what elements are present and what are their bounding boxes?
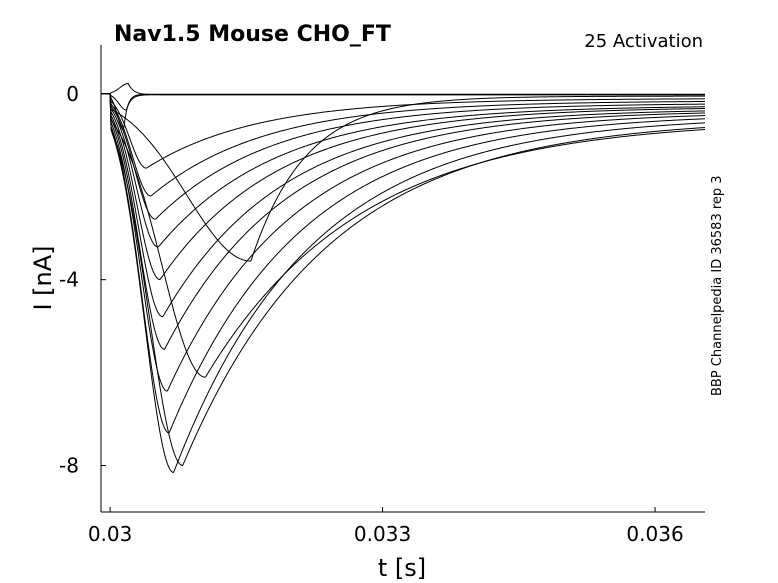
x-tick-group: 0.03 0.033 0.036 — [88, 507, 684, 546]
channelpedia-id-label: BBP Channelpedia ID 36583 rep 3 — [710, 175, 725, 396]
y-tick-label: -8 — [59, 454, 79, 478]
x-tick-label: 0.033 — [354, 522, 411, 546]
current-trace — [101, 93, 706, 467]
current-trace — [101, 93, 706, 281]
chart-title: Nav1.5 Mouse CHO_FT — [114, 22, 391, 47]
current-trace — [101, 93, 706, 378]
current-trace — [101, 93, 705, 262]
y-tick-label: 0 — [66, 82, 79, 106]
current-trace — [101, 83, 705, 96]
current-trace — [101, 93, 706, 169]
current-trace — [101, 93, 706, 197]
chart-subtitle: 25 Activation — [584, 31, 703, 52]
current-trace — [101, 93, 706, 248]
x-tick-label: 0.036 — [626, 522, 683, 546]
current-trace — [101, 93, 706, 392]
x-axis-label: t [s] — [378, 554, 426, 582]
current-trace — [101, 93, 706, 220]
current-trace — [101, 93, 706, 434]
current-trace — [101, 93, 706, 318]
current-trace — [101, 93, 706, 350]
x-tick-label: 0.03 — [88, 522, 133, 546]
trace-group — [101, 83, 706, 474]
current-trace — [101, 93, 706, 474]
y-tick-group: 0 -4 -8 — [59, 82, 106, 478]
y-axis-label: I [nA] — [29, 245, 57, 310]
y-tick-label: -4 — [59, 268, 79, 292]
